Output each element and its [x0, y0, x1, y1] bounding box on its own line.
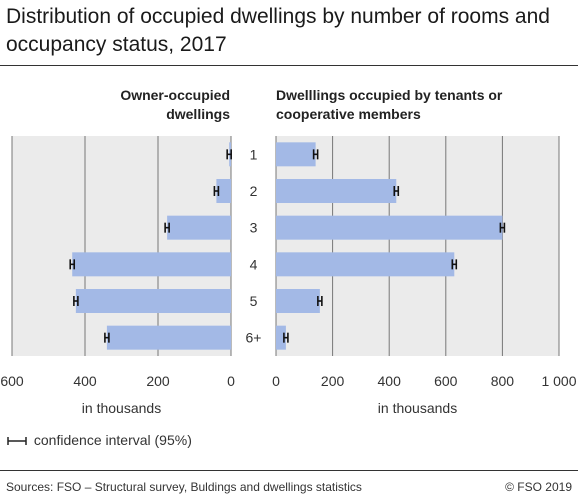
category-label: 1: [250, 146, 258, 162]
right-tick-label: 600: [434, 373, 458, 389]
right-tick-label: 1 000: [541, 373, 576, 389]
category-label: 2: [250, 183, 258, 199]
top-divider: [0, 65, 578, 66]
left-bar: [167, 215, 231, 240]
right-bar: [276, 289, 320, 313]
left-tick-label: 0: [227, 373, 235, 389]
right-tick-label: 0: [272, 373, 280, 389]
right-bar: [276, 325, 286, 350]
left-bar: [216, 179, 231, 203]
category-label: 6+: [246, 330, 262, 346]
left-plot-area: [12, 136, 231, 356]
chart-title: Distribution of occupied dwellings by nu…: [6, 5, 550, 56]
copyright: © FSO 2019: [505, 480, 572, 494]
right-tick-label: 400: [378, 373, 402, 389]
left-panel-title: Owner-occupied dwellings: [120, 87, 230, 122]
left-axis-label: in thousands: [82, 400, 161, 416]
left-bar: [72, 252, 231, 277]
right-bar: [276, 179, 397, 203]
confidence-interval-icon: [7, 437, 27, 446]
right-bar: [276, 252, 455, 277]
left-tick-label: 600: [0, 373, 24, 389]
left-bar: [75, 289, 231, 313]
left-tick-label: 400: [73, 373, 97, 389]
category-label: 4: [250, 256, 258, 272]
bottom-divider: [0, 470, 578, 471]
right-tick-label: 200: [321, 373, 345, 389]
right-bar: [276, 142, 316, 167]
category-label: 3: [250, 220, 258, 236]
left-tick-label: 200: [146, 373, 170, 389]
chart-svg: 600 400 200 0 0 200 400 600 800 1 000 in thousands…: [0, 136, 577, 416]
left-bar: [106, 325, 231, 350]
category-label: 5: [250, 293, 258, 309]
right-bar: [276, 215, 503, 240]
legend-label: confidence interval (95%): [33, 432, 192, 448]
right-plot-area: [276, 136, 559, 356]
right-panel-title: Dwelllings occupied by tenants or cooper…: [276, 87, 503, 122]
right-axis-label: in thousands: [378, 400, 457, 416]
legend: confidence interval (95%): [6, 432, 192, 448]
source-note: Sources: FSO – Structural survey, Buldin…: [6, 480, 362, 494]
right-tick-label: 800: [491, 373, 515, 389]
